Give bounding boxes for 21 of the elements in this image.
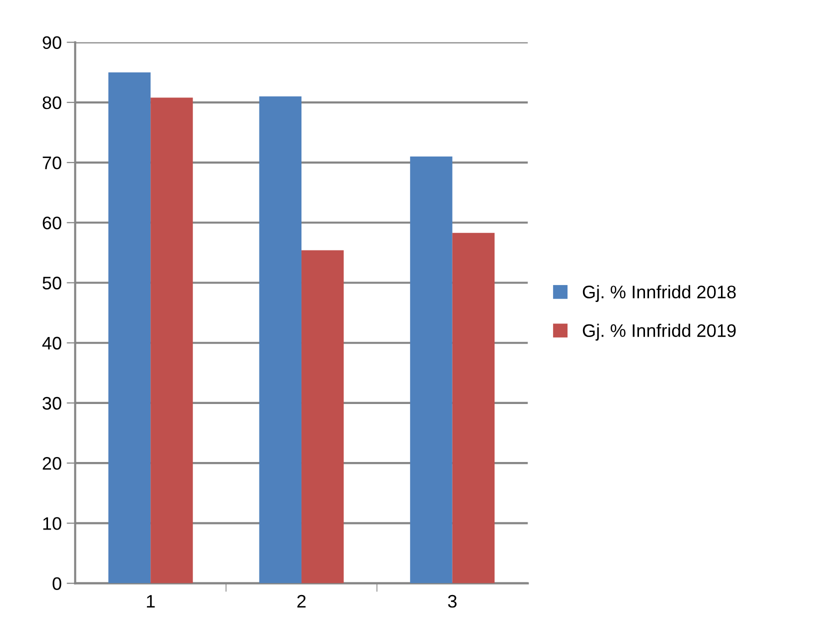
bar bbox=[259, 96, 302, 584]
bar bbox=[452, 232, 495, 584]
y-tick-label: 90 bbox=[42, 36, 62, 50]
y-tick-label: 70 bbox=[42, 156, 62, 170]
x-tick-label: 2 bbox=[297, 594, 306, 608]
x-tick-label: 1 bbox=[146, 595, 155, 608]
legend-label: Gj. % Innfridd 2018 bbox=[582, 285, 736, 302]
y-tick-label: 10 bbox=[43, 517, 62, 530]
bar bbox=[150, 98, 193, 584]
y-tick-label: 60 bbox=[42, 216, 62, 230]
bar bbox=[410, 156, 452, 584]
y-tick-label: 0 bbox=[52, 577, 62, 590]
bar bbox=[301, 250, 344, 584]
y-tick-label: 20 bbox=[42, 457, 62, 470]
bar bbox=[108, 72, 151, 584]
x-tick-label: 3 bbox=[448, 594, 457, 608]
y-tick-label: 40 bbox=[42, 336, 62, 350]
y-tick-label: 50 bbox=[42, 276, 62, 290]
y-tick-label: 80 bbox=[42, 96, 62, 110]
y-tick-label: 30 bbox=[42, 396, 62, 410]
legend-label: Gj. % Innfridd 2019 bbox=[582, 324, 736, 341]
